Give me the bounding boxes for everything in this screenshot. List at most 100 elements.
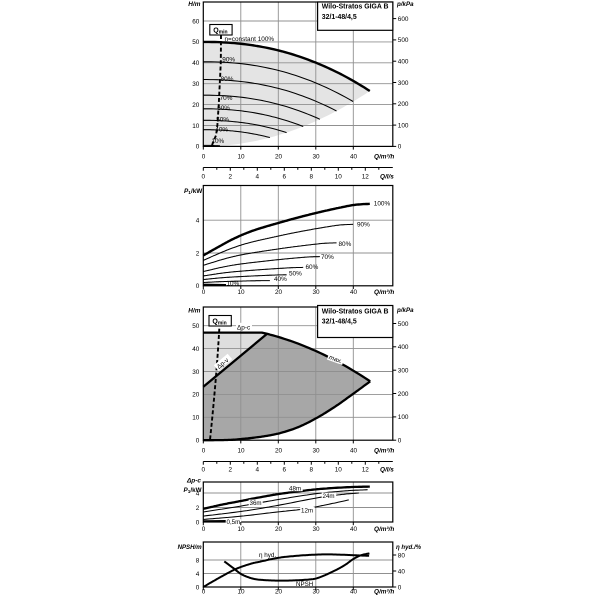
svg-text:10: 10 xyxy=(335,467,343,474)
svg-text:0: 0 xyxy=(202,588,206,595)
svg-text:20: 20 xyxy=(275,447,283,454)
svg-text:10: 10 xyxy=(237,588,245,595)
svg-text:2: 2 xyxy=(196,505,200,512)
svg-text:30: 30 xyxy=(312,526,320,533)
svg-text:200: 200 xyxy=(398,101,409,108)
svg-text:20: 20 xyxy=(192,392,200,399)
svg-text:500: 500 xyxy=(398,37,409,44)
svg-text:300: 300 xyxy=(398,368,409,375)
svg-text:0: 0 xyxy=(398,438,402,445)
svg-text:50%: 50% xyxy=(216,116,229,123)
svg-text:400: 400 xyxy=(398,59,409,66)
svg-text:12: 12 xyxy=(362,467,370,474)
svg-text:10: 10 xyxy=(335,173,343,180)
svg-text:NPSH: NPSH xyxy=(296,581,313,588)
svg-text:Q/m³/h: Q/m³/h xyxy=(374,153,394,160)
svg-text:30: 30 xyxy=(192,81,200,88)
svg-text:NPSH/m: NPSH/m xyxy=(178,544,203,551)
svg-text:2: 2 xyxy=(229,467,233,474)
svg-text:30: 30 xyxy=(192,369,200,376)
svg-text:10: 10 xyxy=(192,123,200,130)
svg-text:600: 600 xyxy=(398,16,409,23)
svg-text:50: 50 xyxy=(192,323,200,330)
svg-text:40: 40 xyxy=(350,526,358,533)
svg-text:60%: 60% xyxy=(217,105,230,112)
svg-text:4: 4 xyxy=(196,218,200,225)
svg-text:2: 2 xyxy=(229,173,233,180)
svg-text:H/m: H/m xyxy=(188,308,200,315)
svg-text:4: 4 xyxy=(256,467,260,474)
svg-text:20: 20 xyxy=(275,289,283,296)
svg-text:30: 30 xyxy=(312,289,320,296)
svg-text:90%: 90% xyxy=(222,56,235,63)
svg-text:0: 0 xyxy=(196,519,200,526)
svg-text:max.: max. xyxy=(328,354,343,365)
svg-text:Qmin: Qmin xyxy=(212,319,226,327)
svg-text:0: 0 xyxy=(398,144,402,151)
svg-text:Q/m³/h: Q/m³/h xyxy=(374,526,394,533)
svg-text:Wilo-Stratos GIGA B: Wilo-Stratos GIGA B xyxy=(322,4,389,11)
svg-text:0: 0 xyxy=(202,173,206,180)
svg-text:12: 12 xyxy=(362,173,370,180)
svg-text:4: 4 xyxy=(196,490,200,497)
svg-text:p/kPa: p/kPa xyxy=(396,1,414,8)
svg-text:P1/kW: P1/kW xyxy=(184,188,203,196)
svg-text:20: 20 xyxy=(275,526,283,533)
svg-text:Qmin: Qmin xyxy=(213,28,227,36)
svg-text:10: 10 xyxy=(237,447,245,454)
svg-text:60: 60 xyxy=(192,18,200,25)
svg-text:0: 0 xyxy=(398,584,402,591)
svg-text:10%: 10% xyxy=(211,138,224,145)
svg-text:40: 40 xyxy=(350,289,358,296)
svg-text:20: 20 xyxy=(275,153,283,160)
svg-text:20: 20 xyxy=(192,102,200,109)
svg-text:η hyd.: η hyd. xyxy=(259,552,276,559)
svg-text:40%: 40% xyxy=(274,276,287,283)
svg-text:8: 8 xyxy=(310,467,314,474)
svg-text:0: 0 xyxy=(202,447,206,454)
svg-text:Q/m³/h: Q/m³/h xyxy=(374,447,394,454)
svg-text:48m: 48m xyxy=(289,486,301,493)
svg-text:6: 6 xyxy=(283,467,287,474)
svg-text:Q/l/s: Q/l/s xyxy=(380,173,394,180)
svg-text:40: 40 xyxy=(192,60,200,67)
svg-text:Δp-c: Δp-c xyxy=(186,478,201,485)
svg-text:30: 30 xyxy=(312,447,320,454)
svg-text:40: 40 xyxy=(192,346,200,353)
svg-text:Q/m³/h: Q/m³/h xyxy=(374,289,394,296)
svg-text:10%: 10% xyxy=(227,281,240,288)
svg-text:8: 8 xyxy=(310,173,314,180)
svg-text:20: 20 xyxy=(275,588,283,595)
svg-text:10: 10 xyxy=(237,153,245,160)
svg-text:24m: 24m xyxy=(323,493,335,500)
svg-text:300: 300 xyxy=(398,80,409,87)
svg-text:0: 0 xyxy=(196,144,200,151)
svg-text:12m: 12m xyxy=(301,507,313,514)
svg-text:4: 4 xyxy=(256,173,260,180)
svg-text:60%: 60% xyxy=(306,264,319,271)
svg-text:2: 2 xyxy=(196,250,200,257)
svg-text:36m: 36m xyxy=(250,500,262,507)
svg-text:40: 40 xyxy=(350,153,358,160)
svg-text:80: 80 xyxy=(398,552,406,559)
svg-text:Q/m³/h: Q/m³/h xyxy=(374,588,394,595)
svg-text:80%: 80% xyxy=(339,241,352,248)
svg-text:0: 0 xyxy=(196,438,200,445)
svg-text:p/kPa: p/kPa xyxy=(396,307,414,314)
svg-text:40%: 40% xyxy=(215,127,228,134)
svg-text:0,5m: 0,5m xyxy=(227,519,241,526)
svg-text:32/1-48/4,5: 32/1-48/4,5 xyxy=(322,318,357,325)
svg-text:80%: 80% xyxy=(221,76,234,83)
svg-text:90%: 90% xyxy=(357,222,370,229)
svg-text:500: 500 xyxy=(398,321,409,328)
svg-text:6: 6 xyxy=(283,173,287,180)
svg-text:32/1-48/4,5: 32/1-48/4,5 xyxy=(322,14,357,21)
svg-text:0: 0 xyxy=(196,283,200,290)
svg-text:50: 50 xyxy=(192,39,200,46)
svg-text:0: 0 xyxy=(196,584,200,591)
svg-text:P1/kW: P1/kW xyxy=(184,487,202,495)
svg-text:Wilo-Stratos GIGA B: Wilo-Stratos GIGA B xyxy=(322,308,389,315)
svg-text:H/m: H/m xyxy=(188,1,200,8)
svg-text:10: 10 xyxy=(192,415,200,422)
svg-text:40: 40 xyxy=(350,447,358,454)
